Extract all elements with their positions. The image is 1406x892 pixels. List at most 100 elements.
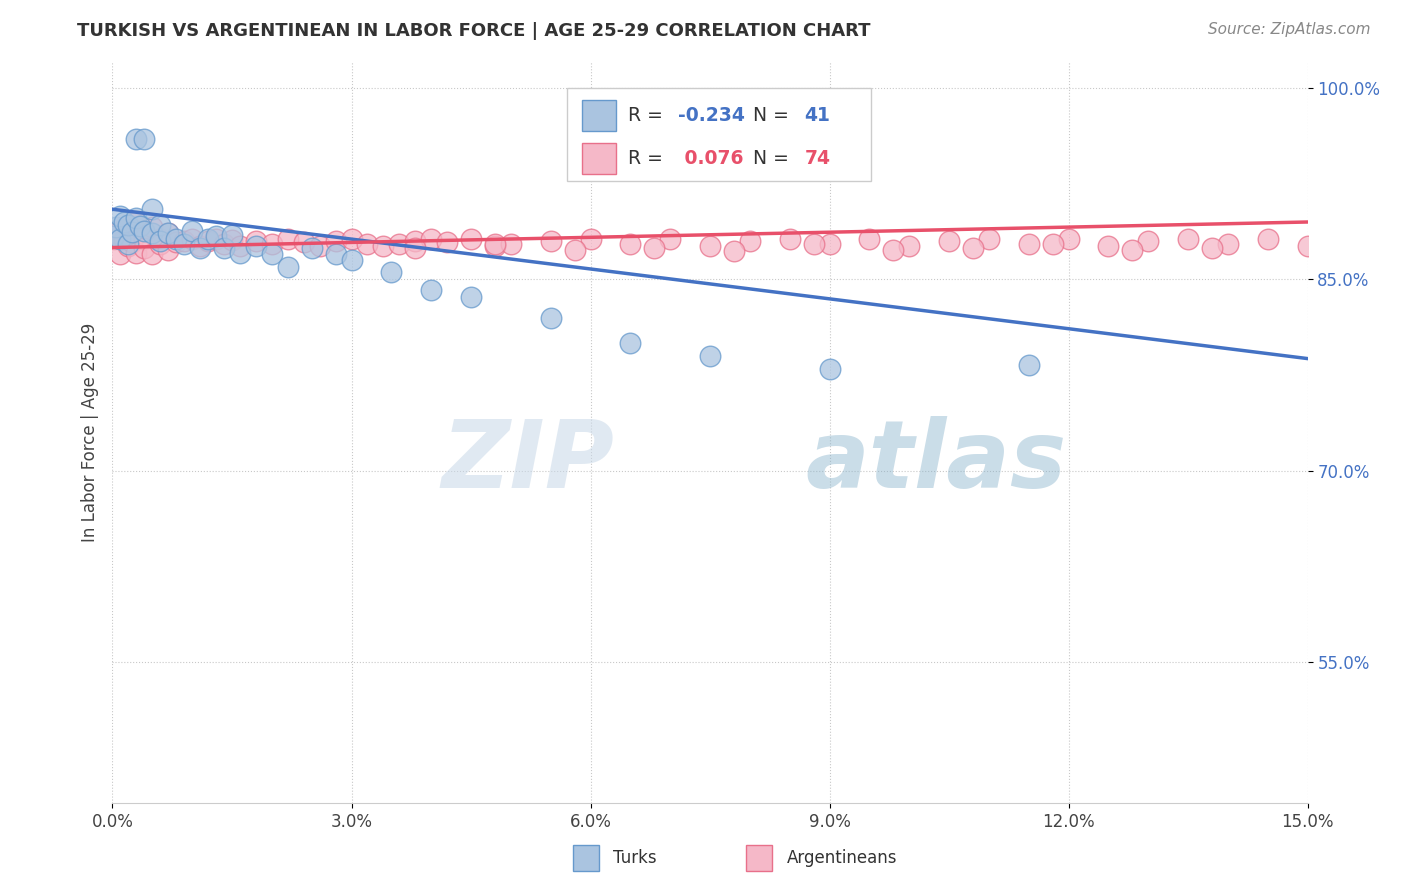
Point <box>205 231 228 245</box>
Text: N =: N = <box>741 149 794 168</box>
Point <box>1201 240 1223 255</box>
Point <box>373 239 395 253</box>
Text: atlas: atlas <box>806 417 1067 508</box>
Point <box>117 218 139 232</box>
Point <box>125 132 148 146</box>
Point <box>117 236 139 251</box>
Point <box>1257 231 1279 245</box>
Point <box>380 265 402 279</box>
Point <box>134 224 156 238</box>
Text: 0.076: 0.076 <box>678 149 744 168</box>
Point <box>1121 243 1143 257</box>
Point <box>110 231 132 245</box>
Point <box>460 231 482 245</box>
Point <box>260 247 283 261</box>
Point <box>540 310 562 325</box>
Point <box>173 236 195 251</box>
Point <box>157 227 180 241</box>
Point <box>188 239 211 253</box>
Point <box>460 290 482 304</box>
Point <box>659 231 682 245</box>
Point <box>858 231 880 245</box>
Point <box>579 231 602 245</box>
Point <box>205 229 228 244</box>
Point <box>1216 236 1239 251</box>
Point <box>818 361 841 376</box>
FancyBboxPatch shape <box>582 143 616 174</box>
Point <box>325 234 347 248</box>
Point <box>1177 231 1199 245</box>
Text: R =: R = <box>627 106 668 126</box>
Point <box>134 132 156 146</box>
Point <box>325 247 347 261</box>
Point <box>129 219 152 233</box>
Point <box>499 236 522 251</box>
Point <box>738 234 761 248</box>
Point <box>882 243 904 257</box>
Point <box>308 239 330 253</box>
Point <box>340 231 363 245</box>
Point <box>221 233 243 247</box>
Point <box>404 240 426 255</box>
Point <box>157 227 180 241</box>
FancyBboxPatch shape <box>567 88 872 181</box>
Point <box>197 231 219 245</box>
Point <box>356 236 378 251</box>
Point <box>1018 358 1040 372</box>
Point <box>165 235 187 250</box>
Point <box>197 234 219 248</box>
Y-axis label: In Labor Force | Age 25-29: In Labor Force | Age 25-29 <box>80 323 98 542</box>
Text: ZIP: ZIP <box>441 417 614 508</box>
Point <box>420 283 443 297</box>
Point <box>564 243 586 257</box>
Point <box>340 253 363 268</box>
Text: TURKISH VS ARGENTINEAN IN LABOR FORCE | AGE 25-29 CORRELATION CHART: TURKISH VS ARGENTINEAN IN LABOR FORCE | … <box>77 22 870 40</box>
Point <box>114 215 135 229</box>
Point <box>212 236 235 251</box>
Point <box>134 231 156 245</box>
Point <box>188 240 211 255</box>
Point <box>181 231 204 245</box>
Point <box>1097 239 1119 253</box>
Point <box>121 225 143 239</box>
Text: 74: 74 <box>804 149 831 168</box>
Point <box>103 229 125 244</box>
Point <box>149 218 172 232</box>
Point <box>110 224 132 238</box>
Point <box>292 235 315 250</box>
FancyBboxPatch shape <box>747 846 772 871</box>
Point <box>977 231 1000 245</box>
Point <box>103 231 125 245</box>
Point <box>818 236 841 251</box>
Point <box>229 245 252 260</box>
Text: R =: R = <box>627 149 668 168</box>
Point <box>141 247 163 261</box>
Point <box>301 240 323 255</box>
Point <box>803 236 825 251</box>
Text: Source: ZipAtlas.com: Source: ZipAtlas.com <box>1208 22 1371 37</box>
Point <box>723 244 745 259</box>
Point <box>125 211 148 226</box>
Text: N =: N = <box>741 106 794 126</box>
Point <box>938 234 960 248</box>
Point <box>962 240 984 255</box>
Point <box>1137 234 1160 248</box>
Point <box>484 236 506 251</box>
Point <box>173 234 195 248</box>
Point <box>1042 236 1064 251</box>
Point <box>149 231 172 245</box>
Point <box>149 236 172 251</box>
Point <box>1018 236 1040 251</box>
Point <box>110 209 132 223</box>
Point <box>114 231 135 245</box>
Point <box>277 231 299 245</box>
Point <box>134 240 156 255</box>
Point <box>436 235 458 250</box>
Point <box>141 227 163 241</box>
Text: -0.234: -0.234 <box>678 106 745 126</box>
Point <box>1296 239 1319 253</box>
Point <box>245 239 267 253</box>
FancyBboxPatch shape <box>572 846 599 871</box>
Point <box>117 239 139 253</box>
Point <box>110 247 132 261</box>
